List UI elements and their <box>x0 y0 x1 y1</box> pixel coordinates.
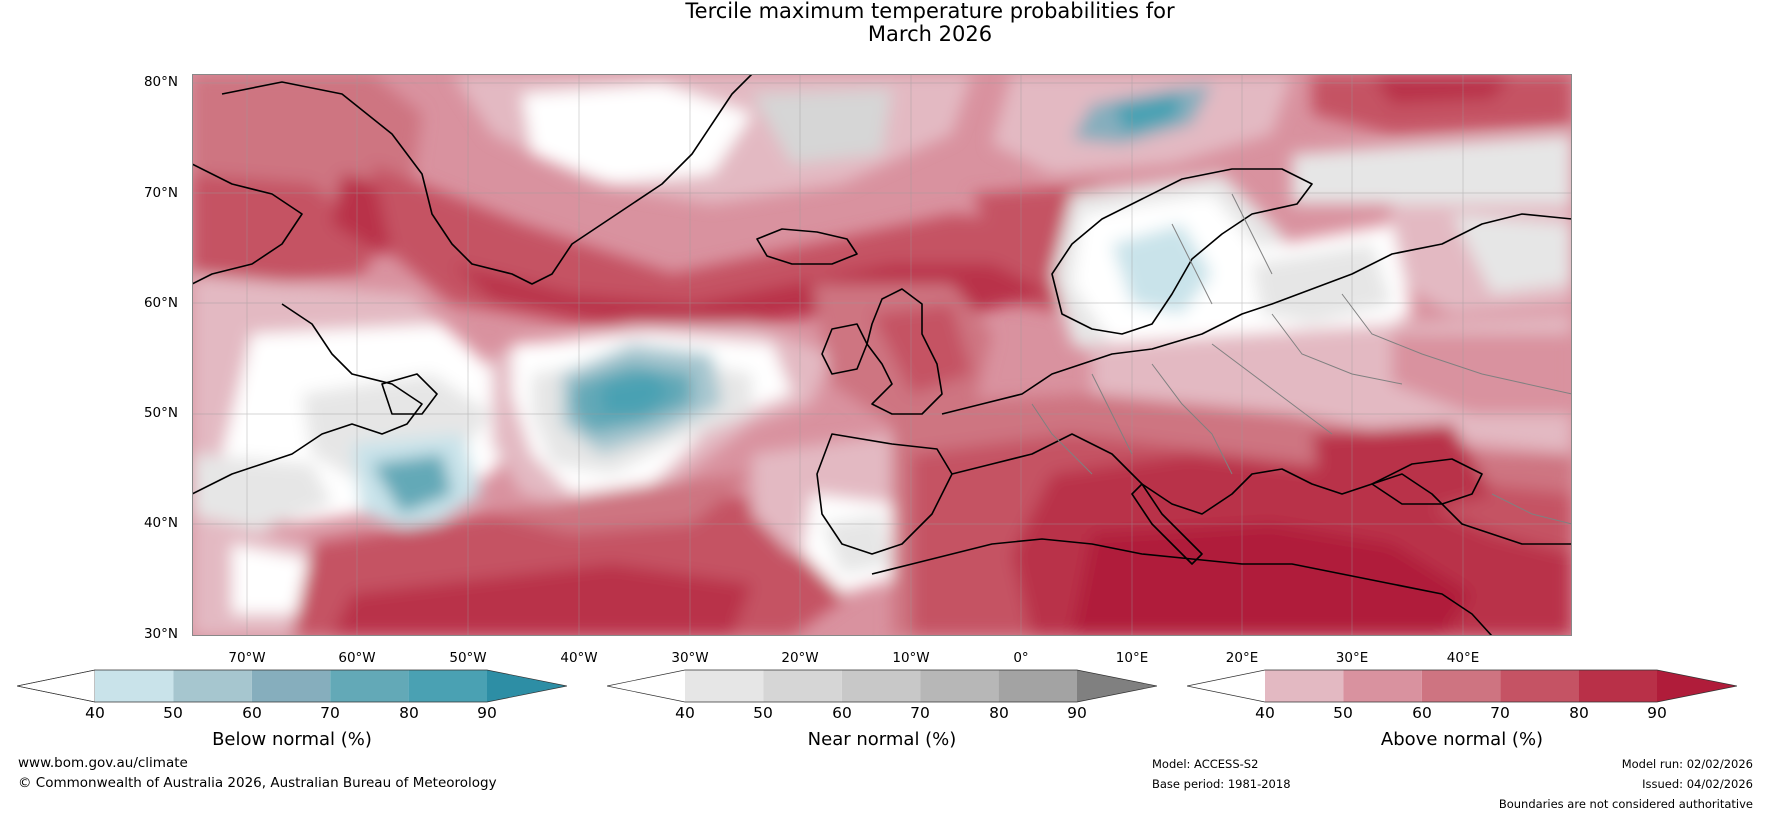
map-panel[interactable] <box>192 74 1572 636</box>
probability-map[interactable] <box>192 74 1572 636</box>
below-tick: 90 <box>477 704 497 722</box>
below-tick: 40 <box>85 704 105 722</box>
below-normal-label: Below normal (%) <box>212 729 372 750</box>
above-bin-60-70 <box>1421 670 1501 702</box>
near-tick: 60 <box>832 704 852 722</box>
near-tick: 90 <box>1067 704 1087 722</box>
model-run-text: Model run: 02/02/2026 <box>1621 757 1753 771</box>
lon-label-50w: 50°W <box>449 650 487 666</box>
near-tick: 70 <box>910 704 930 722</box>
above-normal-label: Above normal (%) <box>1380 729 1544 750</box>
copyright-text: © Commonwealth of Australia 2026, Austra… <box>18 775 497 791</box>
below-bin-80-90 <box>408 670 487 702</box>
near-extend-low <box>607 670 685 702</box>
lat-label-50n: 50°N <box>143 405 178 421</box>
above-tick: 60 <box>1412 704 1432 722</box>
lon-label-0: 0° <box>1013 650 1029 666</box>
above-extend-low <box>1187 670 1265 702</box>
near-tick: 80 <box>989 704 1009 722</box>
black-sea-coast <box>1371 458 1483 505</box>
lon-label-30e: 30°E <box>1335 650 1369 666</box>
probability-field <box>192 74 1572 636</box>
country-borders <box>1031 193 1572 525</box>
below-tick: 60 <box>242 704 262 722</box>
british-isles-coast <box>866 288 943 415</box>
below-extend-low <box>17 669 96 703</box>
lon-label-20e: 20°E <box>1225 650 1259 666</box>
website-link[interactable]: www.bom.gov.au/climate <box>18 755 188 771</box>
near-bin-70-80 <box>920 670 999 702</box>
map-frame <box>192 74 1572 636</box>
above-bin-50-60 <box>1343 670 1422 702</box>
newfoundland-coast <box>381 373 438 415</box>
title-line-1: Tercile maximum temperature probabilitie… <box>685 0 1175 23</box>
near-bin-80-90 <box>998 670 1077 702</box>
below-tick: 70 <box>320 704 340 722</box>
lon-label-10w: 10°W <box>892 650 930 666</box>
colorbar-below-normal <box>17 669 567 703</box>
lon-label-40w: 40°W <box>560 650 598 666</box>
italy-coast <box>1131 483 1203 565</box>
below-bin-40-50 <box>95 670 174 702</box>
scandinavia-coast <box>1051 168 1313 335</box>
lat-label-30n: 30°N <box>143 626 178 642</box>
below-extend-high <box>487 670 567 702</box>
colorbar-above-normal <box>1187 669 1737 703</box>
above-tick: 40 <box>1255 704 1275 722</box>
near-tick: 50 <box>753 704 773 722</box>
below-tick: 80 <box>399 704 419 722</box>
lon-label-70w: 70°W <box>228 650 266 666</box>
above-tick: 80 <box>1569 704 1589 722</box>
title-line-2: March 2026 <box>867 22 993 46</box>
lat-label-40n: 40°N <box>143 515 178 531</box>
above-tick: 70 <box>1490 704 1510 722</box>
iceland-coast <box>756 228 858 265</box>
issued-text: Issued: 04/02/2026 <box>1642 777 1753 791</box>
below-bin-70-80 <box>330 670 409 702</box>
above-bin-40-50 <box>1265 670 1344 702</box>
iberia-coast <box>816 433 953 555</box>
below-tick: 50 <box>163 704 183 722</box>
colorbar-near-normal <box>607 669 1157 703</box>
lat-label-60n: 60°N <box>143 295 178 311</box>
below-bin-60-70 <box>251 670 331 702</box>
near-normal-label: Near normal (%) <box>807 729 957 750</box>
near-bin-50-60 <box>763 670 842 702</box>
labrador-coast <box>192 303 423 495</box>
north-africa-coast <box>871 538 1493 636</box>
europe-coast <box>941 213 1572 415</box>
near-extend-high <box>1077 670 1157 702</box>
lon-label-10e: 10°E <box>1115 650 1149 666</box>
ireland-coast <box>821 323 868 375</box>
lon-label-60w: 60°W <box>338 650 376 666</box>
near-tick: 40 <box>675 704 695 722</box>
model-text: Model: ACCESS-S2 <box>1152 757 1259 771</box>
near-bin-40-50 <box>685 670 764 702</box>
lon-label-20w: 20°W <box>781 650 819 666</box>
near-bin-60-70 <box>841 670 921 702</box>
greenland-coast <box>221 74 753 285</box>
above-tick: 90 <box>1647 704 1667 722</box>
lat-label-70n: 70°N <box>143 185 178 201</box>
above-tick: 50 <box>1333 704 1353 722</box>
lat-label-80n: 80°N <box>143 74 178 90</box>
map-title: Tercile maximum temperature probabilitie… <box>0 0 1770 46</box>
above-extend-high <box>1657 670 1737 702</box>
disclaimer-text: Boundaries are not considered authoritat… <box>1498 797 1753 811</box>
lon-label-30w: 30°W <box>671 650 709 666</box>
above-bin-80-90 <box>1578 670 1657 702</box>
below-bin-50-60 <box>173 670 252 702</box>
baffin-coast <box>192 163 303 285</box>
base-period-text: Base period: 1981-2018 <box>1152 777 1291 791</box>
mediterranean-coast <box>951 433 1572 545</box>
lon-label-40e: 40°E <box>1446 650 1480 666</box>
above-bin-70-80 <box>1500 670 1579 702</box>
